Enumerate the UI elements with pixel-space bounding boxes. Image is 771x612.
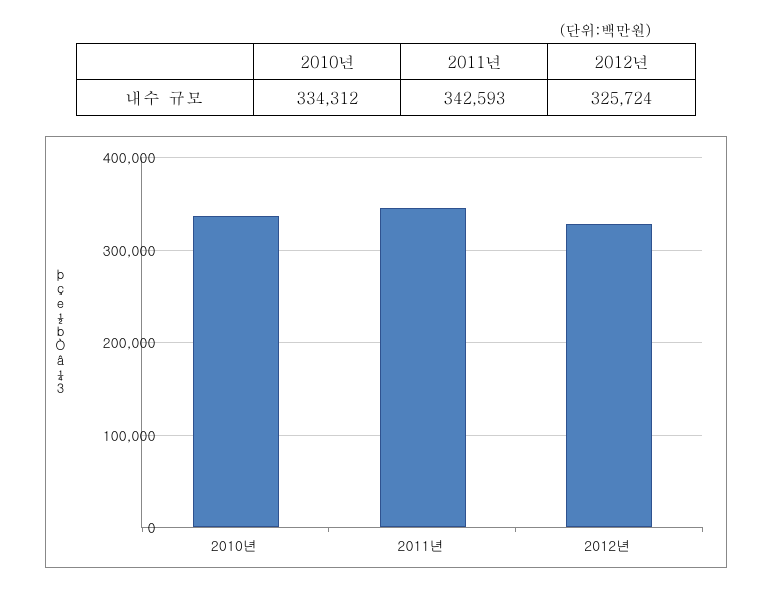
x-label: 2012년: [584, 535, 630, 555]
table-header-blank: [76, 44, 254, 80]
y-tick-label: 0: [76, 517, 156, 537]
bar: [380, 208, 466, 527]
x-tick: [328, 527, 329, 532]
table-header-2012: 2012년: [548, 44, 695, 80]
cell-2012: 325,724: [548, 80, 695, 116]
bar: [193, 216, 279, 527]
data-table: 2010년 2011년 2012년 내수 규모 334,312 342,593 …: [76, 43, 696, 116]
plot-area: [141, 157, 702, 528]
bar-chart: þçe½bÒâ¼3 0 100,000 200,000 300,000 400,000 2…: [45, 136, 727, 568]
y-tick-label: 300,000: [76, 240, 156, 260]
table-row: 내수 규모 334,312 342,593 325,724: [76, 80, 695, 116]
grid-line: [142, 157, 702, 158]
table-header-row: 2010년 2011년 2012년: [76, 44, 695, 80]
x-label: 2011년: [397, 535, 443, 555]
x-tick: [702, 527, 703, 532]
y-tick-label: 200,000: [76, 332, 156, 352]
table-header-2011: 2011년: [401, 44, 548, 80]
cell-2010: 334,312: [254, 80, 401, 116]
table-header-2010: 2010년: [254, 44, 401, 80]
bar: [566, 224, 652, 527]
cell-2011: 342,593: [401, 80, 548, 116]
y-tick-label: 100,000: [76, 425, 156, 445]
y-tick-label: 400,000: [76, 147, 156, 167]
y-axis-label-garbled: þçe½bÒâ¼3: [54, 267, 68, 396]
x-tick: [515, 527, 516, 532]
x-label: 2010년: [211, 535, 257, 555]
unit-label: (단위:백만원): [20, 20, 651, 41]
row-label: 내수 규모: [76, 80, 254, 116]
